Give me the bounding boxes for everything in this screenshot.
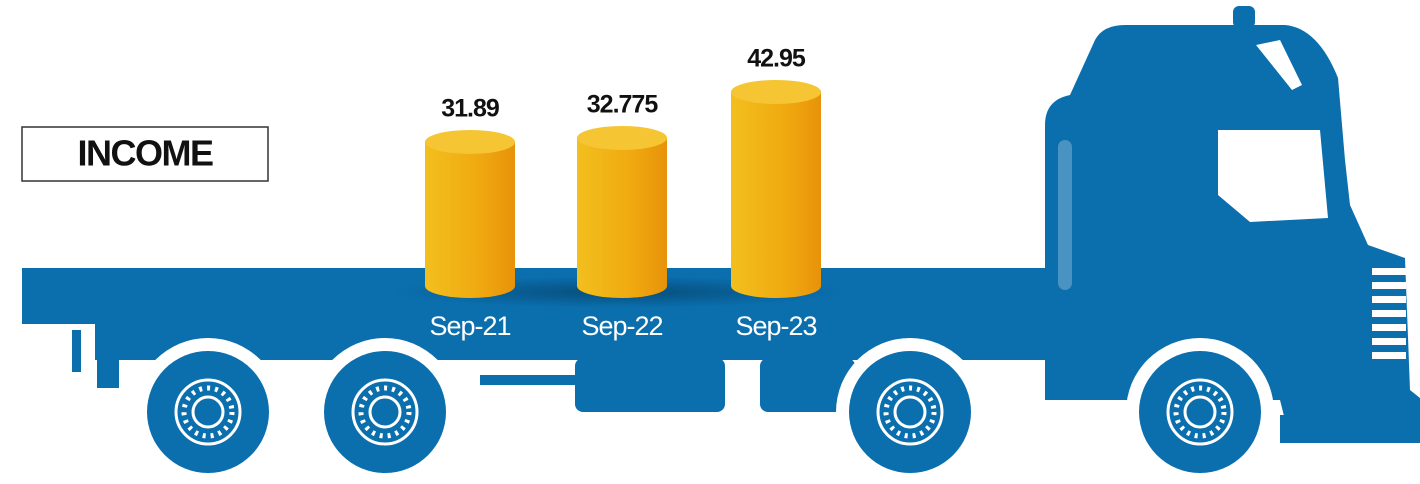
page: INCOME 31.89 Sep-21 32.775 Sep-22 42.95 Sep-2… bbox=[0, 0, 1420, 484]
bumper bbox=[1280, 415, 1420, 443]
wheel bbox=[147, 351, 269, 473]
x-tick-label: Sep-21 bbox=[429, 311, 510, 341]
wheel bbox=[849, 351, 971, 473]
post bbox=[72, 330, 81, 372]
grille-bar bbox=[1372, 338, 1406, 345]
bar-top bbox=[425, 130, 515, 154]
grille-bar bbox=[1372, 282, 1406, 289]
wheel bbox=[324, 351, 446, 473]
chart-title: INCOME bbox=[78, 133, 213, 174]
rail bbox=[480, 375, 590, 385]
data-label: 32.775 bbox=[587, 91, 659, 119]
fuel-tank bbox=[575, 358, 725, 412]
windshield bbox=[1218, 130, 1328, 222]
wheel bbox=[1139, 351, 1261, 473]
x-tick-label: Sep-23 bbox=[735, 311, 816, 341]
grille-bar bbox=[1372, 352, 1406, 359]
bar bbox=[577, 138, 667, 298]
post bbox=[97, 340, 119, 388]
bar bbox=[731, 92, 821, 298]
cab-line bbox=[1058, 140, 1072, 290]
data-label: 31.89 bbox=[441, 95, 499, 123]
grille-bar bbox=[1372, 296, 1406, 303]
horn bbox=[1233, 6, 1255, 28]
grille-bar bbox=[1372, 324, 1406, 331]
bar-top bbox=[577, 126, 667, 150]
grille-bar bbox=[1372, 268, 1406, 275]
data-label: 42.95 bbox=[747, 45, 806, 73]
grille-bar bbox=[1372, 310, 1406, 317]
x-tick-label: Sep-22 bbox=[581, 311, 662, 341]
bar-top bbox=[731, 80, 821, 104]
bar bbox=[425, 142, 515, 298]
mirror bbox=[1322, 126, 1340, 190]
chart: INCOME 31.89 Sep-21 32.775 Sep-22 42.95 Sep-2… bbox=[0, 0, 1420, 484]
